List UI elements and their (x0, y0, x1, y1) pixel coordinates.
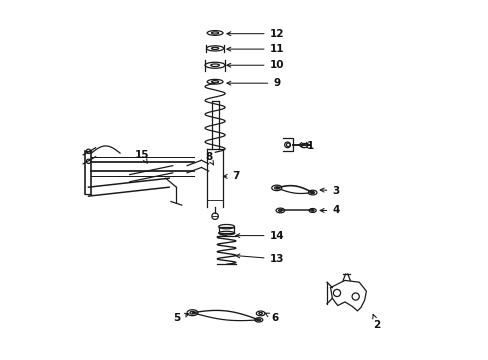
Text: 11: 11 (226, 44, 284, 54)
Text: 1: 1 (300, 141, 314, 151)
Text: 9: 9 (226, 78, 280, 88)
Text: 4: 4 (320, 206, 339, 216)
Text: 6: 6 (264, 313, 278, 323)
Text: 2: 2 (372, 314, 380, 330)
Text: 8: 8 (204, 152, 213, 165)
Text: 10: 10 (226, 60, 284, 70)
Text: 5: 5 (172, 313, 188, 323)
Text: 15: 15 (135, 150, 149, 163)
Text: 3: 3 (320, 186, 339, 196)
Text: 13: 13 (235, 254, 284, 264)
Text: 14: 14 (235, 231, 284, 240)
Text: 7: 7 (223, 171, 239, 181)
Text: 12: 12 (226, 29, 284, 39)
